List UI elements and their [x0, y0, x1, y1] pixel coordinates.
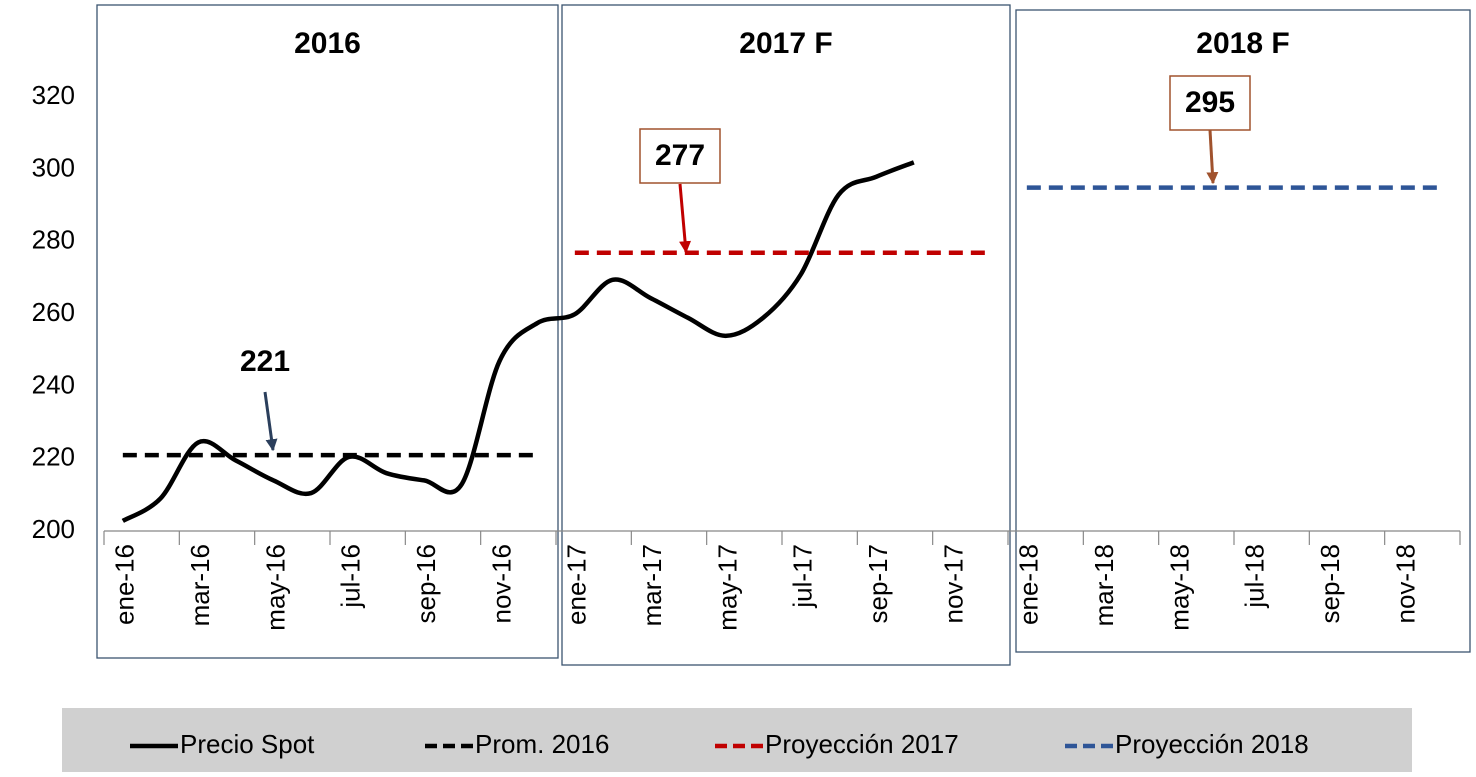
x-tick-label: nov-16: [486, 544, 516, 624]
y-tick-label: 260: [32, 297, 75, 327]
legend-label: Precio Spot: [180, 729, 315, 759]
x-tick-label: sep-16: [411, 544, 441, 624]
annotation-box: [639, 128, 721, 184]
panel-title: 2016: [294, 27, 361, 60]
y-tick-label: 240: [32, 369, 75, 399]
panel-title: 2017 F: [739, 27, 832, 60]
series-line: [121, 160, 915, 523]
x-tick-label: sep-18: [1315, 544, 1345, 624]
x-tick-label: jul-17: [788, 544, 818, 609]
annotation-box: [1169, 75, 1251, 131]
annotation-label: 221: [240, 345, 290, 378]
y-tick-label: 220: [32, 442, 75, 472]
panel-frame: [561, 4, 1011, 666]
annotation-arrow: [263, 391, 278, 452]
x-tick-label: may-16: [260, 544, 290, 631]
x-tick-label: ene-16: [110, 544, 140, 625]
panel-frame: [96, 4, 559, 659]
annotation-label: 277: [655, 139, 705, 172]
y-tick-label: 320: [32, 80, 75, 110]
x-tick-label: jul-16: [336, 544, 366, 609]
annotation-arrow: [1206, 129, 1219, 185]
x-tick-label: mar-17: [637, 544, 667, 626]
y-tick-label: 300: [32, 152, 75, 182]
x-tick-label: nov-17: [938, 544, 968, 624]
x-tick-label: ene-17: [562, 544, 592, 625]
x-tick-label: may-17: [712, 544, 742, 631]
x-tick-label: may-18: [1164, 544, 1194, 631]
x-tick-label: nov-18: [1390, 544, 1420, 624]
x-tick-label: mar-18: [1089, 544, 1119, 626]
panel-frame: [1015, 9, 1471, 653]
x-tick-label: ene-18: [1014, 544, 1044, 625]
x-tick-label: mar-16: [185, 544, 215, 626]
x-tick-label: sep-17: [863, 544, 893, 624]
annotation-arrow: [678, 183, 692, 254]
legend-label: Prom. 2016: [475, 729, 609, 759]
x-tick-label: jul-18: [1240, 544, 1270, 609]
legend-label: Proyección 2017: [765, 729, 959, 759]
y-tick-label: 200: [32, 514, 75, 544]
legend-label: Proyección 2018: [1115, 729, 1309, 759]
panel-title: 2018 F: [1196, 27, 1289, 60]
y-tick-label: 280: [32, 225, 75, 255]
annotation-label: 295: [1185, 86, 1235, 119]
legend-box: [62, 708, 1412, 772]
